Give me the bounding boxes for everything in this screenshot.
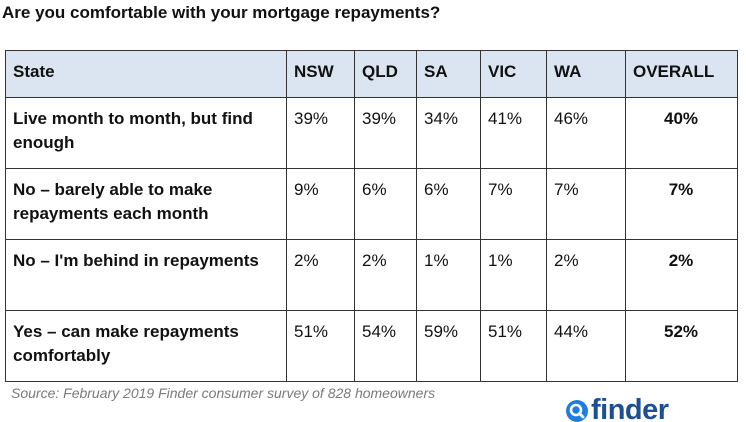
cell-vic: 7%: [480, 168, 547, 240]
table-row: No – barely able to make repayments each…: [5, 168, 738, 240]
cell-vic: 51%: [480, 310, 547, 382]
cell-wa: 44%: [546, 310, 626, 382]
row-label: No – I'm behind in repayments: [5, 239, 287, 311]
table-row: Yes – can make repayments comfortably 51%…: [5, 310, 738, 382]
finder-logo: finder: [566, 393, 696, 422]
cell-overall: 52%: [625, 310, 738, 382]
column-header-qld: QLD: [354, 50, 417, 98]
cell-wa: 2%: [546, 239, 626, 311]
table-row: Live month to month, but find enough 39% 3…: [5, 97, 738, 169]
cell-nsw: 51%: [286, 310, 355, 382]
survey-table: State NSW QLD SA VIC WA OVERALL Live month to …: [5, 50, 738, 382]
magnifier-icon: [566, 400, 588, 422]
cell-nsw: 2%: [286, 239, 355, 311]
cell-overall: 2%: [625, 239, 738, 311]
chart-title: Are you comfortable with your mortgage r…: [2, 3, 441, 22]
column-header-sa: SA: [416, 50, 481, 98]
column-header-overall: OVERALL: [625, 50, 738, 98]
cell-qld: 39%: [354, 97, 417, 169]
row-label: No – barely able to make repayments each…: [5, 168, 287, 240]
table-body: Live month to month, but find enough 39% 3…: [5, 97, 738, 382]
cell-qld: 2%: [354, 239, 417, 311]
cell-qld: 54%: [354, 310, 417, 382]
row-label: Yes – can make repayments comfortably: [5, 310, 287, 382]
cell-wa: 46%: [546, 97, 626, 169]
column-header-nsw: NSW: [286, 50, 355, 98]
cell-qld: 6%: [354, 168, 417, 240]
logo-text: finder: [591, 394, 669, 422]
cell-wa: 7%: [546, 168, 626, 240]
source-note: Source: February 2019 Finder consumer su…: [11, 385, 436, 401]
header-row: State NSW QLD SA VIC WA OVERALL: [5, 50, 738, 98]
table-row: No – I'm behind in repayments 2% 2% 1% 1% 2% 2…: [5, 239, 738, 311]
cell-sa: 6%: [416, 168, 481, 240]
cell-vic: 1%: [480, 239, 547, 311]
column-header-state: State: [5, 50, 287, 98]
cell-vic: 41%: [480, 97, 547, 169]
cell-sa: 1%: [416, 239, 481, 311]
column-header-wa: WA: [546, 50, 626, 98]
column-header-vic: VIC: [480, 50, 547, 98]
cell-sa: 59%: [416, 310, 481, 382]
cell-nsw: 39%: [286, 97, 355, 169]
cell-nsw: 9%: [286, 168, 355, 240]
cell-sa: 34%: [416, 97, 481, 169]
cell-overall: 7%: [625, 168, 738, 240]
cell-overall: 40%: [625, 97, 738, 169]
row-label: Live month to month, but find enough: [5, 97, 287, 169]
